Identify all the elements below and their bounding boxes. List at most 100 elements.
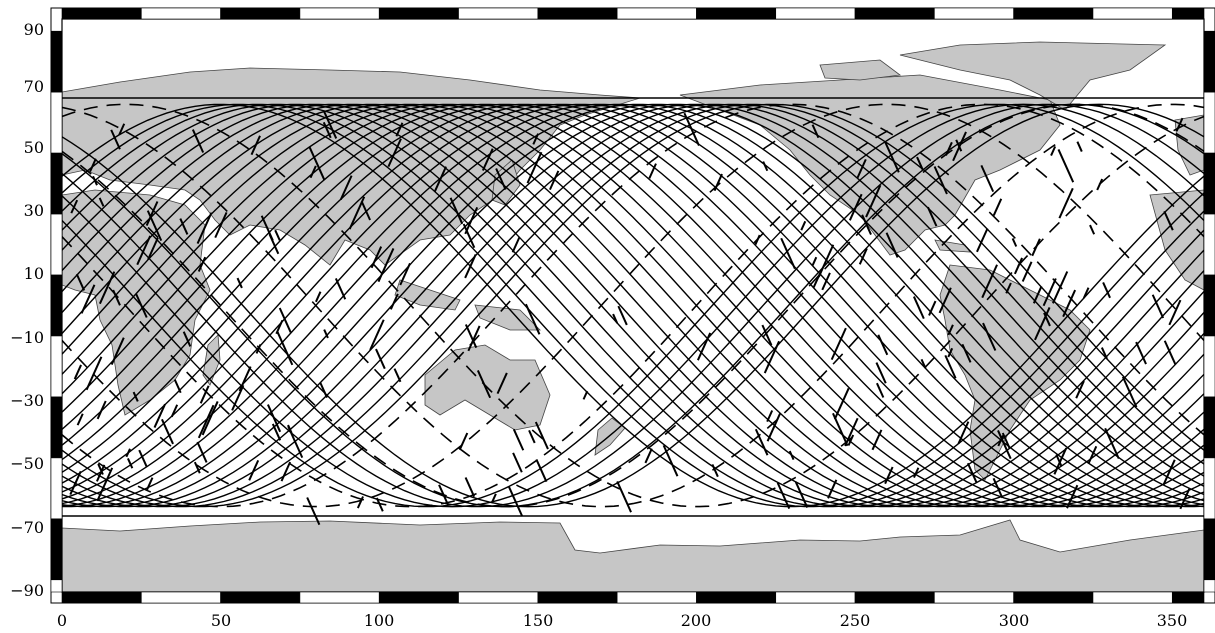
track-segment — [308, 146, 326, 181]
track-segment — [238, 366, 252, 392]
track-segment — [138, 449, 148, 468]
x-tick-label: 0 — [57, 611, 67, 630]
ground-track — [62, 103, 1204, 508]
track-segment — [147, 237, 159, 261]
border-segment-top — [696, 7, 777, 20]
track-segment — [197, 256, 207, 272]
track-segment — [438, 484, 450, 506]
track-segment — [271, 423, 282, 441]
ground-track — [62, 103, 1204, 508]
border-segment-top — [1171, 7, 1205, 20]
track-segment — [776, 482, 791, 510]
track-segment — [356, 496, 364, 509]
track-segment — [255, 343, 262, 354]
track-segment — [794, 481, 809, 508]
border-segment-right — [1203, 274, 1215, 337]
border-segment-top — [378, 7, 459, 20]
track-segment — [110, 129, 121, 150]
track-segment — [339, 175, 353, 201]
track-segment — [197, 404, 215, 439]
track-segment — [821, 272, 831, 291]
track-segment — [916, 156, 924, 171]
border-segment-right — [1203, 91, 1215, 154]
x-tick-label: 350 — [1157, 611, 1188, 630]
track-segment — [161, 418, 174, 445]
border-segment-right — [1203, 518, 1215, 581]
track-segment — [196, 212, 213, 244]
track-segment — [788, 450, 795, 461]
track-segment — [275, 319, 284, 335]
track-segment — [1050, 146, 1057, 156]
track-segment — [1062, 289, 1077, 318]
track-segment — [490, 493, 497, 504]
track-segment — [549, 170, 560, 191]
border-segment-top — [775, 7, 856, 20]
ground-track — [62, 103, 1204, 508]
track-segment — [526, 151, 543, 184]
track-segment — [1001, 432, 1011, 450]
track-segment — [617, 305, 628, 326]
arctic-islands-landmass — [819, 59, 902, 81]
y-tick-label: 70 — [24, 77, 44, 96]
ground-track — [62, 103, 1204, 508]
border-segment-left — [50, 213, 63, 276]
track-segment — [754, 234, 761, 245]
europe-fringe-landmass — [1174, 114, 1204, 176]
checkered-border — [50, 7, 1215, 604]
track-segment — [266, 404, 282, 433]
track-segment — [507, 486, 524, 517]
y-tick-label: 90 — [24, 20, 44, 39]
track-segment — [871, 429, 883, 451]
track-segment — [153, 403, 166, 428]
ground-track — [62, 103, 1204, 508]
madagascar-landmass — [202, 334, 221, 386]
track-segment — [1043, 312, 1051, 327]
track-segment — [1055, 454, 1063, 467]
ground-track — [62, 103, 1204, 508]
ground-track — [62, 103, 1204, 508]
track-segment — [449, 197, 464, 225]
x-tick-label: 300 — [999, 611, 1030, 630]
x-tick-label: 100 — [364, 611, 395, 630]
track-segment — [877, 334, 889, 356]
border-segment-bottom — [299, 591, 380, 604]
track-segment — [319, 382, 328, 398]
track-segment — [476, 370, 492, 399]
track-segment — [199, 385, 210, 404]
border-segment-top — [458, 7, 539, 20]
border-segment-top — [934, 7, 1014, 20]
track-segment — [1082, 287, 1090, 299]
track-segment — [1013, 257, 1023, 275]
ground-track — [62, 103, 1204, 508]
track-segment — [323, 111, 338, 139]
new-zealand-landmass — [594, 417, 626, 456]
track-segment — [832, 412, 849, 447]
ground-track — [62, 103, 1204, 508]
greenland-landmass — [899, 41, 1167, 111]
track-segment — [961, 343, 972, 363]
track-segment — [1034, 307, 1051, 341]
track-segment — [511, 236, 521, 253]
ground-track — [62, 103, 1204, 508]
y-tick-label: −70 — [10, 518, 44, 537]
track-segment — [528, 429, 536, 444]
track-segment — [145, 201, 159, 226]
track-segment — [763, 340, 780, 374]
border-segment-top — [61, 7, 142, 20]
border-segment-top — [141, 7, 221, 20]
track-segment — [1032, 285, 1043, 304]
track-segment — [173, 379, 182, 394]
track-segment — [830, 327, 847, 361]
track-segment — [434, 166, 447, 192]
track-segment — [322, 121, 332, 139]
x-tick-label: 50 — [211, 611, 231, 630]
track-segment — [92, 175, 98, 186]
ground-track — [62, 103, 1204, 508]
track-segment — [955, 139, 963, 152]
track-segment — [387, 138, 402, 168]
ground-track — [62, 103, 1204, 508]
ground-track — [62, 103, 1204, 508]
track-segment — [1121, 376, 1138, 408]
track-segment — [1151, 294, 1165, 319]
track-segment — [957, 421, 970, 445]
